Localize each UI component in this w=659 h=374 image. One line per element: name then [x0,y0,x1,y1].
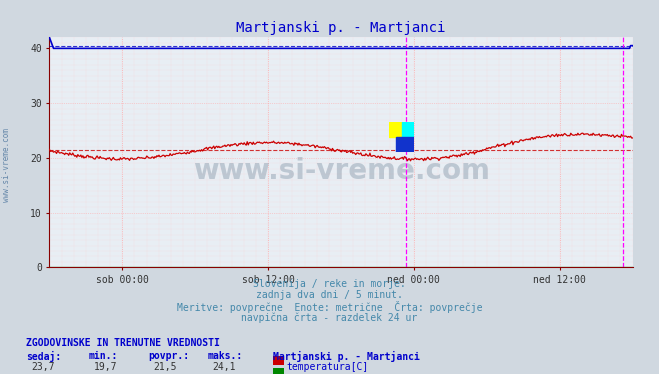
Text: min.:: min.: [89,351,119,361]
Text: sedaj:: sedaj: [26,351,61,362]
Text: Martjanski p. - Martjanci: Martjanski p. - Martjanci [273,351,420,362]
Text: 24,1: 24,1 [212,362,236,373]
Text: Meritve: povprečne  Enote: metrične  Črta: povprečje: Meritve: povprečne Enote: metrične Črta:… [177,301,482,313]
Text: 23,7: 23,7 [31,362,55,373]
Text: Slovenija / reke in morje.: Slovenija / reke in morje. [253,279,406,289]
Text: povpr.:: povpr.: [148,351,189,361]
Text: navpična črta - razdelek 24 ur: navpična črta - razdelek 24 ur [241,312,418,323]
Bar [395,137,415,151]
Text: www.si-vreme.com: www.si-vreme.com [192,157,490,185]
Text: zadnja dva dni / 5 minut.: zadnja dva dni / 5 minut. [256,290,403,300]
Text: www.si-vreme.com: www.si-vreme.com [2,128,11,202]
Text: 19,7: 19,7 [94,362,117,373]
Text: ZGODOVINSKE IN TRENUTNE VREDNOSTI: ZGODOVINSKE IN TRENUTNE VREDNOSTI [26,338,220,349]
Text: 21,5: 21,5 [153,362,177,373]
Title: Martjanski p. - Martjanci: Martjanski p. - Martjanci [237,21,445,35]
Text: temperatura[C]: temperatura[C] [287,362,369,373]
Text: maks.:: maks.: [208,351,243,361]
Bar [389,122,402,137]
Bar [402,122,415,137]
